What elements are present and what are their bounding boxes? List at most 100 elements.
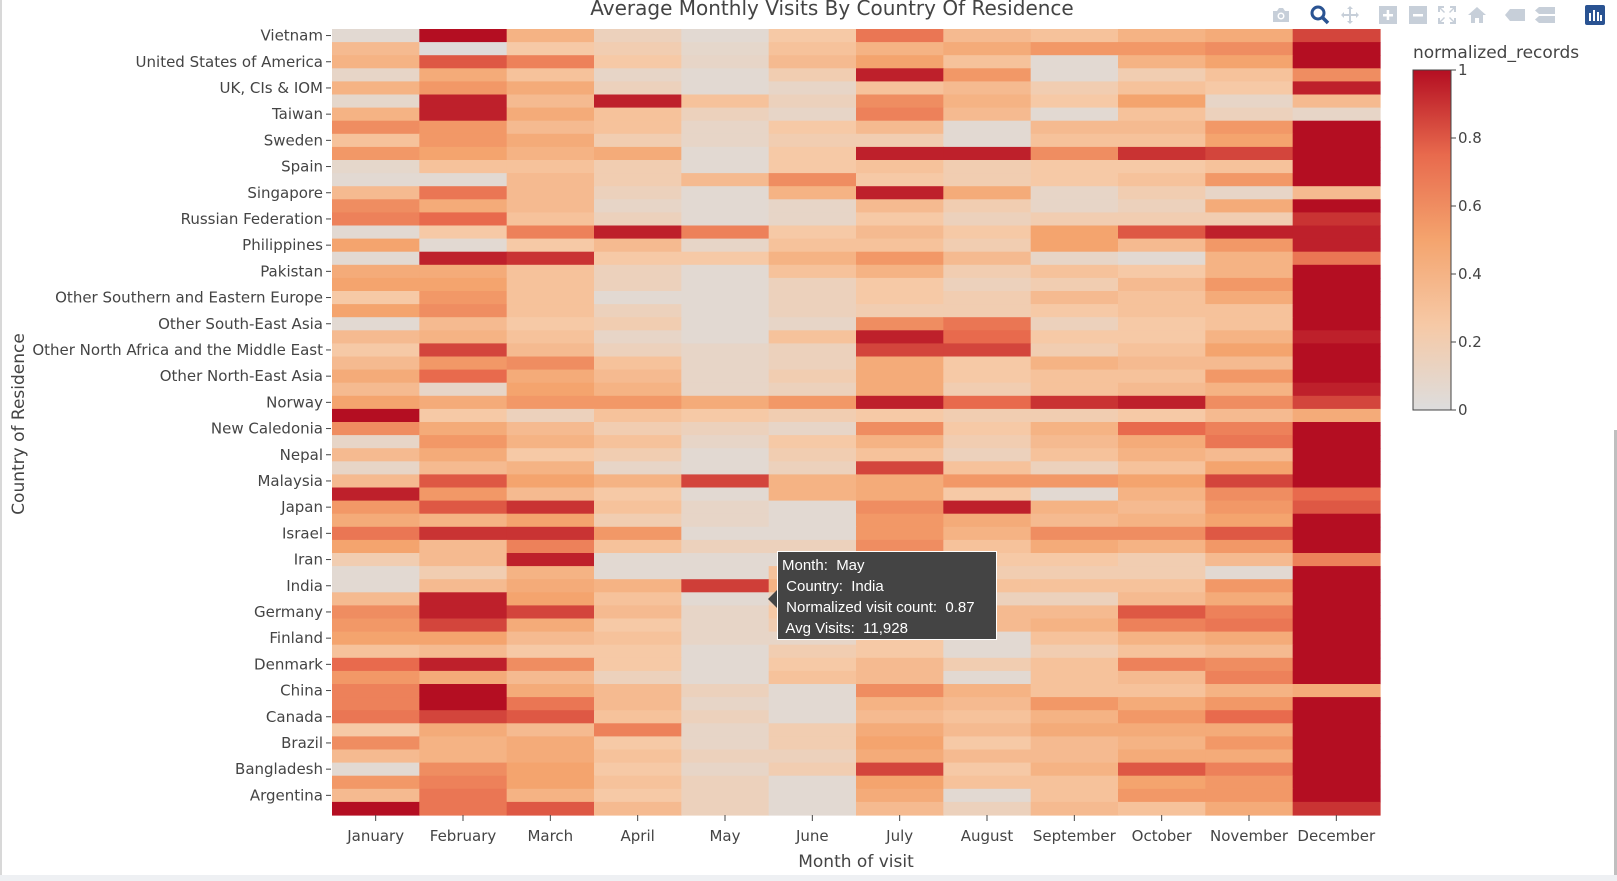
heatmap-cell[interactable] [768, 775, 857, 790]
heatmap-cell[interactable] [768, 343, 857, 358]
heatmap-cell[interactable] [594, 697, 682, 711]
heatmap-cell[interactable] [768, 212, 857, 227]
heatmap-cell[interactable] [1292, 788, 1381, 803]
heatmap-cell[interactable] [506, 736, 595, 751]
heatmap-cell[interactable] [856, 173, 944, 187]
heatmap-cell[interactable] [1030, 631, 1119, 646]
heatmap-cell[interactable] [768, 487, 857, 502]
heatmap-cell[interactable] [594, 146, 682, 161]
heatmap-cell[interactable] [1205, 736, 1294, 751]
heatmap-cell[interactable] [1030, 539, 1119, 554]
heatmap-cell[interactable] [681, 55, 770, 69]
heatmap-cell[interactable] [943, 291, 1032, 305]
heatmap-cell[interactable] [594, 382, 682, 397]
heatmap-cell[interactable] [1118, 317, 1206, 331]
heatmap-cell[interactable] [1205, 710, 1294, 724]
heatmap-cell[interactable] [681, 684, 770, 698]
heatmap-cell[interactable] [768, 684, 857, 698]
heatmap-cell[interactable] [594, 749, 682, 764]
heatmap-cell[interactable] [594, 723, 682, 737]
heatmap-cell[interactable] [681, 500, 770, 515]
heatmap-cell[interactable] [1205, 775, 1294, 790]
heatmap-cell[interactable] [594, 304, 682, 318]
heatmap-cell[interactable] [332, 801, 420, 816]
heatmap-cell[interactable] [768, 133, 857, 148]
heatmap-cell[interactable] [681, 356, 770, 371]
heatmap-cell[interactable] [943, 330, 1032, 344]
heatmap-cell[interactable] [594, 94, 682, 109]
heatmap-cell[interactable] [1292, 81, 1381, 96]
heatmap-cell[interactable] [1292, 644, 1381, 659]
heatmap-cell[interactable] [1292, 684, 1381, 698]
heatmap-cell[interactable] [594, 42, 682, 56]
heatmap-cell[interactable] [768, 356, 857, 371]
heatmap-cell[interactable] [1118, 199, 1206, 213]
heatmap-cell[interactable] [1205, 238, 1294, 253]
heatmap-cell[interactable] [1118, 435, 1206, 449]
heatmap-cell[interactable] [681, 605, 770, 620]
heatmap-cell[interactable] [1118, 369, 1206, 384]
heatmap-cell[interactable] [856, 539, 944, 554]
heatmap-cell[interactable] [1205, 801, 1294, 816]
heatmap-cell[interactable] [1205, 251, 1294, 266]
heatmap-cell[interactable] [594, 291, 682, 305]
heatmap-cell[interactable] [506, 448, 595, 462]
heatmap-cell[interactable] [419, 461, 508, 475]
heatmap-cell[interactable] [594, 657, 682, 672]
heatmap-cell[interactable] [332, 343, 420, 358]
heatmap-cell[interactable] [594, 356, 682, 371]
heatmap-cell[interactable] [1118, 710, 1206, 724]
heatmap-cell[interactable] [1118, 723, 1206, 737]
heatmap-cell[interactable] [1030, 68, 1119, 82]
heatmap-cell[interactable] [594, 422, 682, 436]
heatmap-cell[interactable] [1030, 186, 1119, 200]
heatmap-cell[interactable] [681, 566, 770, 580]
heatmap-cell[interactable] [943, 160, 1032, 174]
heatmap-cell[interactable] [1292, 474, 1381, 489]
heatmap-cell[interactable] [419, 29, 508, 43]
heatmap-cell[interactable] [943, 408, 1032, 423]
heatmap-cell[interactable] [856, 264, 944, 279]
heatmap-cell[interactable] [1205, 697, 1294, 711]
heatmap-cell[interactable] [506, 29, 595, 43]
heatmap-cell[interactable] [594, 566, 682, 580]
heatmap-cell[interactable] [506, 382, 595, 397]
heatmap-cell[interactable] [419, 120, 508, 135]
heatmap-cell[interactable] [943, 238, 1032, 253]
heatmap-cell[interactable] [1205, 749, 1294, 764]
heatmap-cell[interactable] [1030, 422, 1119, 436]
heatmap-cell[interactable] [856, 186, 944, 200]
heatmap-cell[interactable] [419, 330, 508, 344]
heatmap-cell[interactable] [419, 526, 508, 541]
heatmap-cell[interactable] [681, 160, 770, 174]
heatmap-cell[interactable] [856, 277, 944, 292]
heatmap-cell[interactable] [1118, 487, 1206, 502]
heatmap-cell[interactable] [506, 42, 595, 56]
heatmap-cell[interactable] [943, 395, 1032, 410]
heatmap-cell[interactable] [1292, 94, 1381, 109]
heatmap-cell[interactable] [768, 670, 857, 685]
heatmap-cell[interactable] [1205, 644, 1294, 659]
heatmap-cell[interactable] [681, 81, 770, 96]
heatmap-cell[interactable] [332, 186, 420, 200]
heatmap-cell[interactable] [332, 81, 420, 96]
spike-icon[interactable] [1504, 4, 1526, 26]
heatmap-cell[interactable] [332, 422, 420, 436]
heatmap-cell[interactable] [943, 146, 1032, 161]
heatmap-cell[interactable] [332, 382, 420, 397]
heatmap-cell[interactable] [1118, 330, 1206, 344]
heatmap-cell[interactable] [681, 736, 770, 751]
heatmap-cell[interactable] [1118, 553, 1206, 567]
heatmap-cell[interactable] [856, 448, 944, 462]
heatmap-cell[interactable] [1205, 723, 1294, 737]
heatmap-cell[interactable] [681, 749, 770, 764]
heatmap-cell[interactable] [681, 801, 770, 816]
heatmap-cell[interactable] [768, 513, 857, 528]
heatmap-cell[interactable] [1205, 291, 1294, 305]
heatmap-cell[interactable] [1118, 592, 1206, 606]
heatmap-cell[interactable] [1030, 657, 1119, 672]
heatmap-cell[interactable] [681, 487, 770, 502]
heatmap-cell[interactable] [419, 762, 508, 777]
heatmap-cell[interactable] [594, 513, 682, 528]
heatmap-cell[interactable] [1205, 422, 1294, 436]
